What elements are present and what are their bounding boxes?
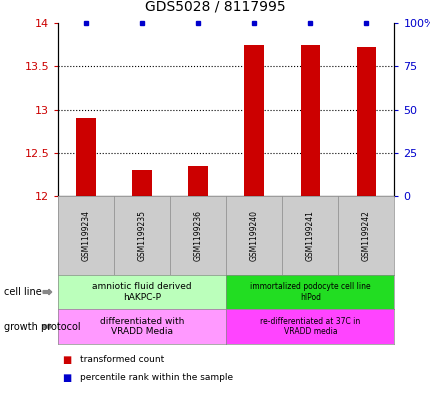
Text: GDS5028 / 8117995: GDS5028 / 8117995 [145, 0, 285, 13]
Bar [244, 45, 264, 196]
Text: cell line: cell line [4, 287, 42, 297]
Text: transformed count: transformed count [80, 355, 163, 364]
Bar [300, 45, 319, 196]
Bar [76, 118, 96, 196]
Text: percentile rank within the sample: percentile rank within the sample [80, 373, 232, 382]
Bar [132, 170, 152, 196]
Text: GSM1199240: GSM1199240 [249, 210, 258, 261]
Text: GSM1199234: GSM1199234 [82, 210, 90, 261]
Text: GSM1199241: GSM1199241 [305, 210, 314, 261]
Text: GSM1199242: GSM1199242 [361, 210, 370, 261]
Text: ■: ■ [62, 355, 71, 365]
Text: GSM1199235: GSM1199235 [138, 210, 146, 261]
Text: ■: ■ [62, 373, 71, 383]
Text: growth protocol: growth protocol [4, 321, 81, 332]
Text: re-differentiated at 37C in
VRADD media: re-differentiated at 37C in VRADD media [260, 317, 359, 336]
Text: amniotic fluid derived
hAKPC-P: amniotic fluid derived hAKPC-P [92, 282, 192, 302]
Text: differentiated with
VRADD Media: differentiated with VRADD Media [100, 317, 184, 336]
Bar [188, 166, 208, 196]
Bar [356, 48, 375, 196]
Text: GSM1199236: GSM1199236 [194, 210, 202, 261]
Text: immortalized podocyte cell line
hIPod: immortalized podocyte cell line hIPod [249, 282, 370, 302]
